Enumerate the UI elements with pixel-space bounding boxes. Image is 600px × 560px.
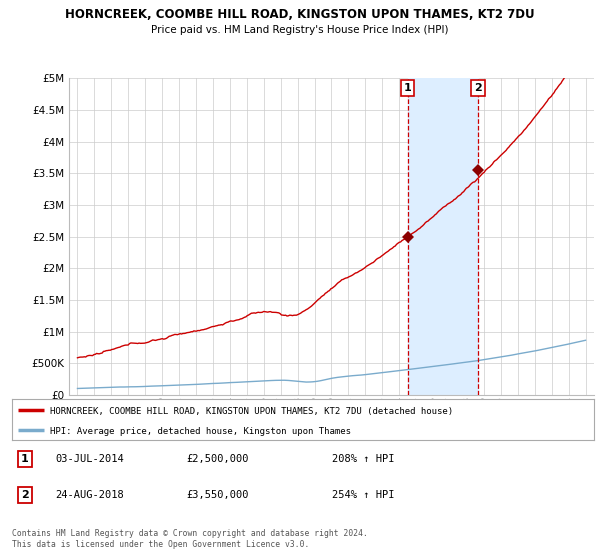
Text: 03-JUL-2014: 03-JUL-2014	[56, 454, 124, 464]
Text: Contains HM Land Registry data © Crown copyright and database right 2024.
This d: Contains HM Land Registry data © Crown c…	[12, 529, 368, 549]
Text: 1: 1	[21, 454, 28, 464]
Text: £2,500,000: £2,500,000	[187, 454, 249, 464]
Text: 2: 2	[21, 490, 28, 500]
Text: 2: 2	[474, 83, 482, 93]
Text: 1: 1	[404, 83, 412, 93]
Text: 208% ↑ HPI: 208% ↑ HPI	[332, 454, 395, 464]
Text: £3,550,000: £3,550,000	[187, 490, 249, 500]
Text: 254% ↑ HPI: 254% ↑ HPI	[332, 490, 395, 500]
Text: HPI: Average price, detached house, Kingston upon Thames: HPI: Average price, detached house, King…	[50, 427, 351, 436]
Text: 24-AUG-2018: 24-AUG-2018	[56, 490, 124, 500]
Text: HORNCREEK, COOMBE HILL ROAD, KINGSTON UPON THAMES, KT2 7DU (detached house): HORNCREEK, COOMBE HILL ROAD, KINGSTON UP…	[50, 407, 453, 416]
Text: Price paid vs. HM Land Registry's House Price Index (HPI): Price paid vs. HM Land Registry's House …	[151, 25, 449, 35]
Text: HORNCREEK, COOMBE HILL ROAD, KINGSTON UPON THAMES, KT2 7DU: HORNCREEK, COOMBE HILL ROAD, KINGSTON UP…	[65, 8, 535, 21]
Bar	[408, 78, 478, 395]
